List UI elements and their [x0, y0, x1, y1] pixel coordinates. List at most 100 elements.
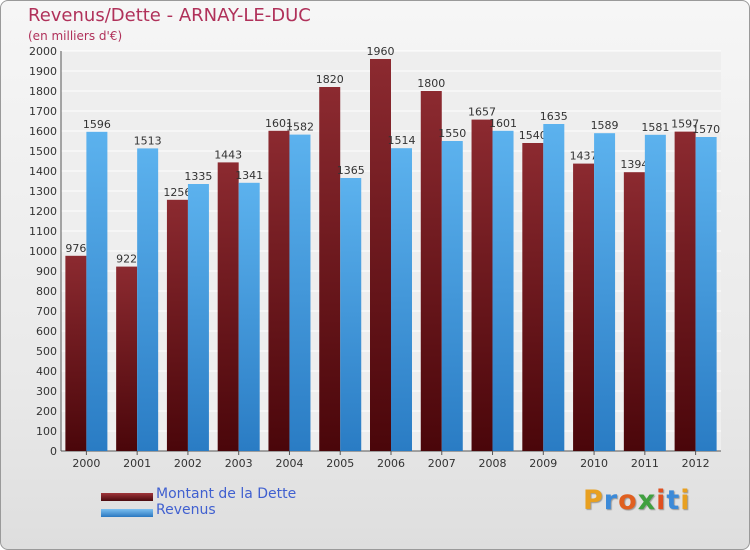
debt-bar	[370, 59, 391, 451]
x-tick-label: 2011	[631, 457, 659, 470]
y-tick-label: 1700	[29, 105, 57, 118]
revenue-bar	[695, 137, 717, 451]
revenue-bar	[340, 178, 362, 451]
y-tick-label: 1100	[29, 225, 57, 238]
y-tick-label: 400	[36, 365, 57, 378]
debt-value-label: 1601	[265, 117, 293, 130]
logo-letter: t	[666, 485, 681, 516]
revenue-value-label: 1589	[591, 119, 619, 132]
revenue-value-label: 1581	[641, 121, 669, 134]
y-tick-label: 1200	[29, 205, 57, 218]
logo-letter: o	[618, 485, 638, 516]
debt-bar	[217, 162, 239, 451]
x-tick-label: 2000	[72, 457, 100, 470]
y-tick-label: 1000	[29, 245, 57, 258]
revenue-value-label: 1635	[540, 110, 568, 123]
y-tick-label: 1900	[29, 65, 57, 78]
x-tick-label: 2001	[123, 457, 151, 470]
revenue-bar	[187, 184, 209, 451]
revenue-value-label: 1550	[438, 127, 466, 140]
y-tick-label: 500	[36, 345, 57, 358]
revenue-bar	[644, 134, 666, 452]
logo-letter: P	[583, 485, 604, 516]
debt-value-label: 1437	[570, 150, 598, 163]
y-tick-label: 700	[36, 305, 57, 318]
logo-letter: i	[656, 485, 667, 516]
y-tick-label: 300	[36, 385, 57, 398]
revenue-value-label: 1596	[83, 118, 111, 131]
debt-value-label: 922	[116, 253, 137, 266]
x-tick-label: 2003	[225, 457, 253, 470]
debt-value-label: 1960	[367, 45, 395, 58]
debt-bar	[268, 130, 290, 452]
revenue-value-label: 1601	[489, 117, 517, 130]
y-tick-label: 0	[50, 445, 57, 458]
revenue-value-label: 1513	[134, 134, 162, 147]
x-tick-label: 2007	[428, 457, 456, 470]
debt-value-label: 1256	[163, 186, 191, 199]
y-tick-label: 100	[36, 425, 57, 438]
chart-title: Revenus/Dette - ARNAY-LE-DUC	[28, 5, 311, 26]
debt-bar	[319, 87, 341, 451]
debt-value-label: 1820	[316, 73, 344, 86]
revenue-bar	[137, 148, 159, 451]
revenue-bar	[391, 148, 412, 451]
y-tick-label: 1600	[29, 125, 57, 138]
y-tick-label: 2000	[29, 45, 57, 58]
x-tick-label: 2008	[479, 457, 507, 470]
legend-swatch-debt	[101, 493, 153, 501]
logo-letter: x	[637, 485, 657, 516]
revenue-bar	[492, 130, 514, 452]
revenue-value-label: 1514	[388, 134, 416, 147]
legend-label-debt: Montant de la Dette	[156, 486, 297, 502]
debt-bar	[166, 199, 188, 451]
y-tick-label: 1800	[29, 85, 57, 98]
debt-bar	[471, 119, 493, 451]
debt-value-label: 1443	[214, 148, 242, 161]
debt-bar	[65, 255, 87, 451]
y-tick-label: 200	[36, 405, 57, 418]
debt-value-label: 1657	[468, 106, 496, 119]
y-tick-label: 1500	[29, 145, 57, 158]
revenue-bar	[543, 124, 565, 451]
logo-letter: r	[603, 485, 619, 516]
revenue-value-label: 1365	[337, 164, 365, 177]
debt-bar	[573, 163, 595, 451]
x-tick-label: 2010	[580, 457, 608, 470]
x-tick-label: 2006	[377, 457, 405, 470]
x-tick-label: 2004	[275, 457, 303, 470]
revenue-bar	[238, 182, 260, 452]
x-tick-label: 2012	[682, 457, 710, 470]
y-tick-label: 900	[36, 265, 57, 278]
legend-label-revenue: Revenus	[156, 502, 216, 518]
logo-letter: i	[680, 485, 691, 516]
debt-value-label: 1394	[620, 158, 648, 171]
revenue-bar	[594, 133, 616, 451]
revenue-bar	[86, 131, 108, 452]
y-tick-label: 1400	[29, 165, 57, 178]
revenue-value-label: 1582	[286, 121, 314, 134]
proxiti-logo: Proxiti	[583, 485, 691, 516]
debt-bar	[674, 131, 696, 451]
y-tick-label: 600	[36, 325, 57, 338]
y-tick-label: 800	[36, 285, 57, 298]
revenue-bar	[441, 141, 463, 451]
debt-value-label: 1540	[519, 129, 547, 142]
x-tick-label: 2005	[326, 457, 354, 470]
debt-value-label: 976	[65, 242, 86, 255]
x-tick-label: 2009	[529, 457, 557, 470]
debt-bar	[116, 266, 138, 451]
y-tick-label: 1300	[29, 185, 57, 198]
debt-bar	[522, 143, 544, 451]
debt-value-label: 1800	[417, 77, 445, 90]
x-tick-label: 2002	[174, 457, 202, 470]
revenue-value-label: 1570	[692, 123, 720, 136]
debt-bar	[623, 172, 645, 451]
chart-subtitle: (en milliers d'€)	[28, 29, 123, 43]
legend-swatch-revenue	[101, 509, 153, 517]
revenue-bar	[289, 134, 311, 451]
revenue-value-label: 1335	[184, 170, 212, 183]
revenue-value-label: 1341	[235, 169, 263, 182]
